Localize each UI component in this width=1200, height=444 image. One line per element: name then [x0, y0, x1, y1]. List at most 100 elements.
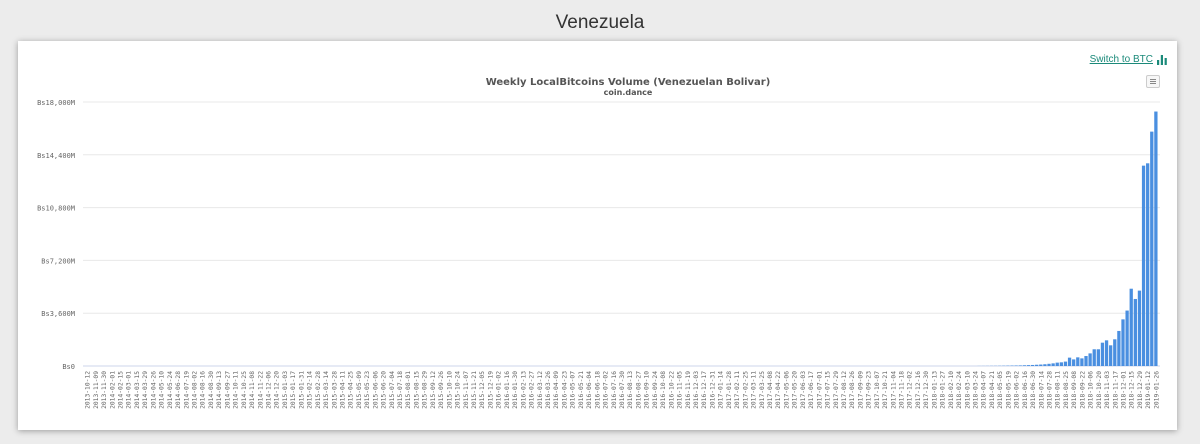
bar	[1113, 339, 1117, 366]
x-tick-label: 2014-08-02	[191, 371, 198, 409]
x-tick-label: 2016-05-21	[578, 371, 585, 409]
x-tick-label: 2017-07-01	[816, 371, 823, 409]
x-tick-label: 2016-11-19	[685, 371, 692, 409]
x-tick-label: 2014-08-16	[200, 371, 207, 409]
x-tick-label: 2017-10-21	[882, 371, 889, 409]
x-tick-label: 2018-02-10	[948, 371, 955, 409]
x-tick-label: 2015-04-25	[348, 371, 355, 409]
chart-card: Switch to BTC Weekly LocalBitcoins Volum…	[18, 41, 1177, 430]
y-tick-label: Bs0	[62, 363, 75, 371]
x-tick-label: 2017-10-07	[874, 371, 881, 409]
x-tick-label: 2018-12-15	[1129, 371, 1136, 409]
x-tick-label: 2014-03-01	[126, 371, 133, 409]
x-tick-label: 2014-09-27	[224, 371, 231, 409]
bar	[1018, 365, 1022, 366]
x-tick-label: 2018-04-07	[981, 371, 988, 409]
bar	[1133, 298, 1137, 366]
x-tick-label: 2017-06-17	[808, 371, 815, 409]
bar	[1150, 131, 1154, 366]
x-tick-label: 2013-11-09	[93, 371, 100, 409]
x-tick-label: 2018-12-01	[1121, 371, 1128, 409]
x-tick-label: 2015-06-06	[372, 371, 379, 409]
x-tick-label: 2015-11-07	[463, 371, 470, 409]
bar	[1088, 353, 1092, 366]
x-tick-label: 2016-02-27	[529, 371, 536, 409]
bar	[1084, 356, 1088, 366]
x-tick-label: 2014-06-28	[175, 371, 182, 409]
x-tick-label: 2015-02-14	[307, 371, 314, 409]
chart-menu-button[interactable]	[1146, 75, 1160, 88]
x-tick-label: 2017-04-22	[775, 371, 782, 409]
y-tick-label: Bs7,200M	[41, 257, 75, 265]
x-tick-label: 2018-05-19	[1005, 371, 1012, 409]
hamburger-line	[1150, 81, 1156, 82]
x-tick-label: 2016-06-18	[594, 371, 601, 409]
x-tick-label: 2014-12-06	[265, 371, 272, 409]
x-tick-label: 2018-02-24	[956, 371, 963, 409]
x-tick-label: 2016-01-02	[496, 371, 503, 409]
x-tick-label: 2017-03-25	[759, 371, 766, 409]
x-tick-label: 2017-06-03	[800, 371, 807, 409]
bar	[1146, 163, 1150, 366]
x-tick-label: 2016-12-03	[693, 371, 700, 409]
bar	[1104, 340, 1109, 366]
x-tick-label: 2016-08-27	[635, 371, 642, 409]
x-tick-label: 2017-09-23	[866, 371, 873, 409]
x-tick-label: 2015-03-14	[323, 371, 330, 409]
x-tick-label: 2018-11-03	[1104, 371, 1111, 409]
x-tick-label: 2018-06-02	[1014, 371, 1021, 409]
bar	[1092, 349, 1096, 366]
x-tick-label: 2018-10-06	[1088, 371, 1095, 409]
x-tick-label: 2019-01-12	[1145, 371, 1152, 409]
bar	[1059, 362, 1063, 366]
switch-to-btc-link[interactable]: Switch to BTC	[1090, 54, 1167, 65]
x-tick-label: 2016-12-17	[701, 371, 708, 409]
x-tick-label: 2015-01-03	[282, 371, 289, 409]
x-tick-label: 2018-01-13	[931, 371, 938, 409]
x-tick-label: 2018-08-25	[1063, 371, 1070, 409]
x-tick-label: 2015-12-05	[479, 371, 486, 409]
x-tick-label: 2017-04-08	[767, 371, 774, 409]
x-tick-label: 2017-09-09	[857, 371, 864, 409]
x-tick-label: 2014-08-30	[208, 371, 215, 409]
chart-subtitle: coin.dance	[604, 88, 653, 97]
x-tick-label: 2014-04-26	[150, 371, 157, 409]
x-tick-label: 2014-11-22	[257, 371, 264, 409]
x-tick-label: 2017-02-25	[742, 371, 749, 409]
x-tick-label: 2016-07-30	[619, 371, 626, 409]
x-tick-label: 2015-01-31	[298, 371, 305, 409]
x-tick-label: 2018-09-22	[1079, 371, 1086, 409]
x-tick-label: 2014-05-10	[159, 371, 166, 409]
x-tick-label: 2018-01-27	[940, 371, 947, 409]
x-tick-label: 2018-10-20	[1096, 371, 1103, 409]
bar	[1117, 330, 1121, 366]
x-tick-label: 2015-05-23	[364, 371, 371, 409]
bar	[1154, 111, 1158, 367]
x-tick-label: 2016-03-26	[545, 371, 552, 409]
x-tick-label: 2017-07-15	[825, 371, 832, 409]
x-tick-label: 2018-11-17	[1112, 371, 1119, 409]
x-tick-label: 2016-04-09	[553, 371, 560, 409]
x-tick-label: 2016-01-30	[512, 371, 519, 409]
x-tick-label: 2017-01-28	[726, 371, 733, 409]
x-tick-label: 2016-12-31	[709, 371, 716, 409]
bar	[1039, 364, 1043, 366]
x-tick-label: 2015-06-20	[381, 371, 388, 409]
x-tick-label: 2017-02-11	[734, 371, 741, 409]
x-tick-label: 2017-12-30	[923, 371, 930, 409]
x-tick-label: 2015-07-04	[389, 371, 396, 409]
bar	[1043, 364, 1047, 366]
x-tick-label: 2016-02-13	[520, 371, 527, 409]
x-tick-label: 2014-02-01	[109, 371, 116, 409]
x-tick-label: 2014-03-29	[142, 371, 149, 409]
x-tick-label: 2015-03-28	[331, 371, 338, 409]
bar	[1067, 357, 1072, 366]
bar	[1137, 290, 1142, 366]
bar	[1026, 365, 1031, 366]
bar-chart: Weekly LocalBitcoins Volume (Venezuelan …	[37, 77, 1160, 409]
x-tick-label: 2015-04-11	[339, 371, 346, 409]
x-tick-label: 2015-09-12	[430, 371, 437, 409]
hamburger-line	[1150, 83, 1156, 84]
x-tick-label: 2015-07-18	[397, 371, 404, 409]
y-tick-label: Bs10,800M	[37, 205, 75, 213]
